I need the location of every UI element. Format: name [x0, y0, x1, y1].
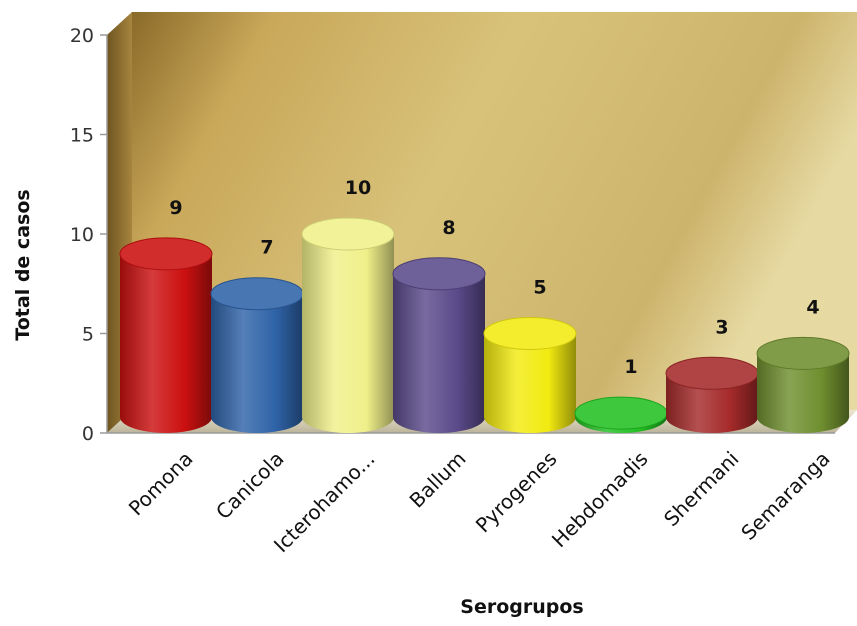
bar-hebdomadis — [574, 396, 668, 433]
bars-group — [119, 217, 850, 433]
value-labels-group: 9 7 10 8 5 1 3 4 — [169, 177, 819, 378]
y-tick-label: 5 — [82, 324, 94, 346]
bar-top — [301, 217, 395, 251]
y-tick-label: 20 — [70, 25, 94, 47]
data-label: 7 — [260, 237, 273, 259]
bar-canicola — [210, 277, 304, 433]
bar-ballum — [392, 257, 486, 433]
data-label: 4 — [806, 296, 819, 318]
bar-semaranga — [756, 336, 850, 433]
y-axis-ticks: 0 5 10 15 20 — [70, 25, 107, 445]
data-label: 5 — [533, 277, 546, 299]
x-tick-label: Shermani — [659, 447, 744, 532]
y-axis-title: Total de casos — [12, 189, 34, 340]
bar-body — [484, 333, 576, 433]
y-tick-label: 10 — [70, 224, 94, 246]
bar-top — [665, 356, 759, 390]
data-label: 9 — [169, 197, 182, 219]
data-label: 10 — [345, 177, 371, 199]
bar-body — [393, 273, 485, 433]
bar-top — [392, 257, 486, 291]
bar-shermani — [665, 356, 759, 433]
bar-body — [666, 373, 758, 433]
bar-top — [574, 396, 668, 430]
x-tick-label: Hebdomadis — [547, 447, 653, 553]
x-tick-label: Canicola — [211, 447, 288, 524]
x-tick-label: Semaranga — [736, 447, 834, 545]
bar-pyrogenes — [483, 317, 577, 433]
bar-body — [211, 293, 303, 433]
x-tick-label: Pyrogenes — [471, 447, 562, 538]
bar-top — [483, 317, 577, 350]
x-tick-label: Pomona — [124, 447, 198, 521]
x-axis-title: Serogrupos — [460, 596, 583, 618]
bar-body — [757, 353, 849, 433]
data-label: 1 — [624, 356, 637, 378]
y-tick-label: 15 — [70, 125, 94, 147]
x-tick-label: Ballum — [405, 447, 471, 513]
bar-pomona — [119, 237, 213, 433]
bar-top — [210, 277, 304, 311]
bar-icterohamo — [301, 217, 395, 433]
bar-top — [119, 237, 213, 271]
y-tick-label: 0 — [82, 423, 94, 445]
bar-top — [756, 336, 850, 370]
bar-body — [302, 234, 394, 433]
data-label: 3 — [715, 316, 728, 338]
data-label: 8 — [442, 217, 455, 239]
bar-body — [120, 253, 212, 433]
